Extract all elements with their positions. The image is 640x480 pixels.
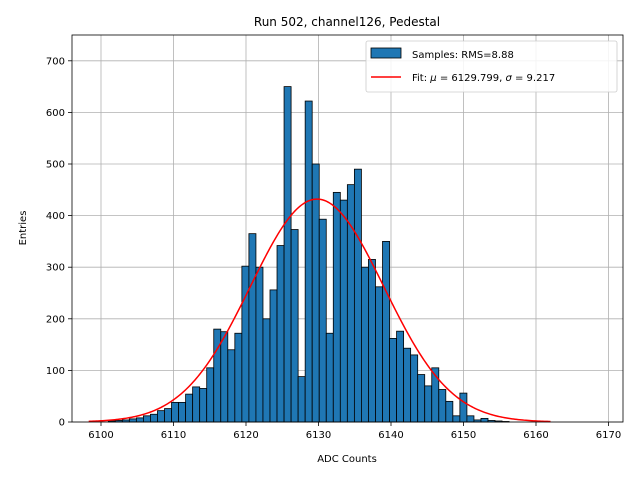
y-tick-label: 200	[46, 314, 65, 325]
plot-frame	[71, 34, 624, 423]
histogram-bar	[135, 417, 144, 423]
histogram-bar	[192, 386, 201, 423]
legend-fit-label: Fit: μ = 6129.799, σ = 9.217	[412, 73, 555, 84]
x-tick-label: 6130	[306, 430, 331, 441]
fit-curve	[88, 198, 551, 423]
legend-fit-mu-symbol: μ	[429, 73, 436, 84]
histogram-bar	[248, 233, 257, 423]
histogram-bar	[480, 417, 489, 423]
y-tick-label: 700	[46, 56, 65, 67]
y-tick-label: 0	[59, 418, 65, 429]
histogram-bar	[185, 393, 194, 423]
histogram-bar	[213, 328, 222, 423]
histogram-bar	[297, 376, 306, 423]
histogram-bar	[150, 413, 158, 423]
histogram-bar	[332, 191, 341, 423]
histogram-bar	[466, 415, 475, 423]
histogram-bar	[269, 289, 278, 423]
chart-title: Run 502, channel126, Pedestal	[254, 15, 440, 29]
legend: Samples: RMS=8.88 Fit: μ = 6129.799, σ =…	[365, 40, 618, 93]
histogram-bar	[438, 389, 447, 423]
y-axis-ticks: 0 100 200 300 400 500 600 700	[46, 56, 72, 429]
histogram-bar	[410, 354, 419, 423]
x-tick-label: 6170	[596, 430, 621, 441]
histogram-bar	[220, 331, 229, 423]
y-tick-label: 300	[46, 263, 65, 274]
x-tick-label: 6140	[378, 430, 403, 441]
histogram-bar	[290, 229, 299, 423]
histogram-bar	[396, 330, 405, 423]
histogram-bar	[255, 266, 264, 423]
histogram-bar	[164, 408, 172, 423]
histogram-bar	[157, 410, 165, 423]
histogram-bar	[143, 415, 151, 423]
legend-fit-sigma-symbol: σ	[505, 73, 512, 84]
legend-fit-mu-value: = 6129.799,	[437, 73, 506, 84]
histogram-bar	[361, 266, 369, 423]
histogram-bar	[389, 338, 397, 423]
y-tick-label: 400	[46, 211, 65, 222]
histogram-bar	[206, 367, 215, 423]
legend-histogram-swatch	[370, 47, 402, 59]
legend-histogram-label: Samples: RMS=8.88	[412, 50, 514, 61]
histogram-bar	[234, 332, 243, 423]
histogram-bar	[262, 318, 271, 423]
x-tick-label: 6160	[523, 430, 548, 441]
histogram-bars	[107, 86, 510, 423]
histogram-bar	[353, 168, 362, 423]
y-tick-label: 600	[46, 108, 65, 119]
histogram-bar	[382, 240, 390, 423]
histogram-bar	[445, 400, 454, 423]
histogram-bar	[171, 401, 179, 423]
histogram-bar	[276, 245, 285, 423]
y-axis-label: Entries	[18, 211, 29, 246]
histogram-bar	[304, 100, 313, 423]
x-tick-label: 6110	[161, 430, 186, 441]
histogram-bar	[178, 401, 187, 423]
histogram-bar	[452, 415, 461, 423]
histogram-bar	[241, 265, 250, 423]
y-tick-label: 500	[46, 160, 65, 171]
x-tick-label: 6120	[233, 430, 258, 441]
y-tick-label: 100	[46, 366, 65, 377]
histogram-bar	[227, 349, 236, 423]
x-tick-label: 6100	[88, 430, 113, 441]
histogram-bar	[424, 385, 433, 423]
histogram-bar	[283, 86, 292, 423]
histogram-bar	[318, 218, 327, 423]
histogram-bar	[375, 286, 383, 423]
histogram-bar	[403, 347, 412, 423]
histogram-bar	[346, 184, 355, 423]
histogram-bar	[339, 199, 348, 423]
histogram-bar	[128, 418, 137, 423]
legend-box	[365, 40, 618, 93]
histogram-bar	[199, 388, 208, 423]
histogram-bar	[325, 332, 334, 423]
legend-fit-prefix: Fit:	[412, 73, 430, 84]
histogram-bar	[417, 374, 426, 423]
x-tick-label: 6150	[451, 430, 476, 441]
histogram-bar	[368, 259, 376, 423]
legend-fit-sigma-value: = 9.217	[512, 73, 555, 84]
histogram-bar	[311, 163, 320, 423]
x-axis-label: ADC Counts	[317, 454, 377, 465]
x-axis-ticks: 6100 6110 6120 6130 6140 6150 6160 6170	[88, 422, 621, 441]
histogram-bar	[459, 392, 468, 423]
